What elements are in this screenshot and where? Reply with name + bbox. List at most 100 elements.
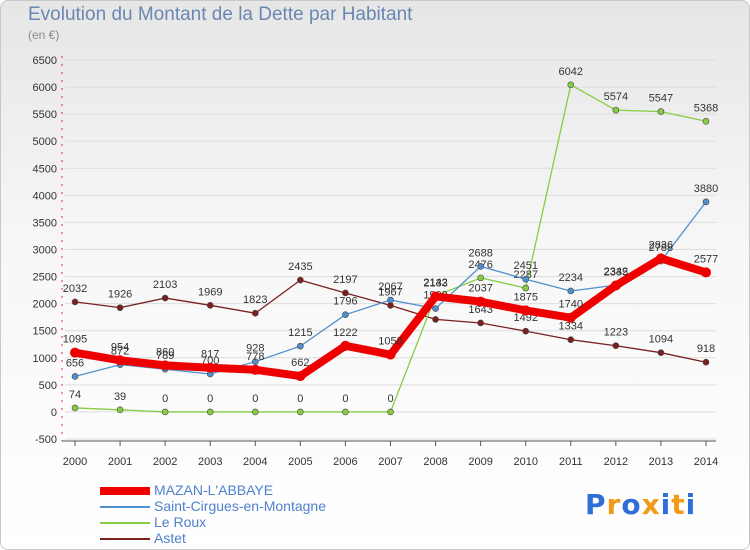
y-tick-label: -500 — [35, 434, 57, 446]
data-point — [206, 302, 214, 309]
data-point — [612, 342, 620, 350]
y-tick-label: 3500 — [33, 217, 57, 229]
data-point — [432, 305, 439, 312]
data-point — [71, 298, 79, 306]
data-point — [387, 302, 394, 309]
data-point — [297, 408, 304, 416]
data-point — [297, 342, 304, 350]
data-point — [295, 371, 306, 382]
data-point — [387, 296, 394, 304]
y-tick-label: 4000 — [33, 190, 57, 202]
data-label: 2836 — [649, 239, 673, 251]
data-label: 2234 — [559, 272, 583, 284]
legend-swatch-mazan — [100, 487, 150, 495]
legend-label-le-roux: Le Roux — [154, 514, 207, 530]
data-point — [250, 364, 261, 375]
data-label: 2342 — [604, 266, 628, 278]
x-tick-label: 2004 — [243, 456, 267, 468]
x-tick-label: 2002 — [153, 456, 177, 468]
x-tick-label: 2013 — [649, 456, 673, 468]
x-tick-label: 2009 — [468, 456, 492, 468]
data-label: 39 — [114, 391, 126, 403]
data-label: 860 — [156, 346, 174, 358]
data-point — [340, 340, 351, 351]
data-label: 5368 — [694, 102, 718, 114]
data-point — [71, 404, 79, 412]
data-point — [71, 373, 79, 380]
y-tick-label: 0 — [51, 407, 57, 419]
data-point — [702, 198, 710, 206]
data-label: 2067 — [378, 281, 402, 293]
legend-swatch-le-roux — [100, 522, 150, 524]
series-mazan-l-abbaye: 1095 954 860 817 778 662 1222 1058 2133 2037 1875 1… — [63, 239, 718, 382]
data-label: 817 — [201, 349, 219, 361]
logo-letter: x — [641, 488, 661, 521]
data-point — [160, 360, 171, 371]
x-tick-label: 2005 — [288, 456, 312, 468]
data-point — [251, 358, 259, 365]
data-label: 1223 — [604, 327, 628, 339]
data-label: 1215 — [288, 327, 312, 339]
y-tick-label: 5500 — [33, 109, 57, 121]
data-label: 0 — [342, 393, 348, 405]
data-point — [567, 336, 575, 344]
data-point — [567, 81, 575, 89]
data-label: 1094 — [649, 334, 673, 346]
data-point — [161, 408, 169, 416]
data-label: 1334 — [559, 321, 583, 333]
data-label: 1967 — [378, 286, 402, 298]
data-label: 1969 — [198, 286, 222, 298]
data-point — [115, 355, 126, 366]
data-point — [612, 106, 620, 114]
data-point — [161, 294, 169, 302]
data-point — [702, 358, 710, 366]
x-tick-label: 2008 — [423, 456, 447, 468]
legend-swatch-astet — [100, 538, 150, 540]
data-point — [432, 316, 439, 323]
logo-letter: i — [660, 488, 672, 521]
logo-letter: t — [671, 488, 686, 521]
x-tick-label: 2000 — [63, 456, 87, 468]
data-label: 1926 — [108, 289, 132, 301]
data-label: 2142 — [423, 277, 447, 289]
data-label: 74 — [69, 389, 81, 401]
data-label: 5574 — [604, 91, 628, 103]
data-label: 2335 — [604, 267, 628, 279]
data-point — [522, 275, 530, 283]
data-label: 6042 — [559, 66, 583, 78]
x-tick-label: 2011 — [559, 456, 583, 468]
data-point — [610, 280, 621, 291]
x-tick-label: 2007 — [378, 456, 402, 468]
data-point — [251, 408, 259, 416]
data-label: 1740 — [559, 299, 583, 311]
data-point — [116, 406, 124, 414]
data-label: 5547 — [649, 93, 673, 105]
logo-letter: r — [606, 488, 622, 521]
data-label: 2435 — [288, 261, 312, 273]
proxiti-logo: Proxiti — [585, 488, 696, 521]
x-tick-label: 2006 — [333, 456, 357, 468]
series-astet: 2032 192621031969182324352197196716431492… — [63, 261, 715, 366]
data-label: 872 — [111, 346, 129, 358]
legend-label-mazan: MAZAN-L'ABBAYE — [154, 482, 274, 498]
data-point — [655, 253, 666, 264]
y-tick-label: 3000 — [33, 245, 57, 257]
data-point — [342, 289, 349, 297]
data-label: 1643 — [468, 304, 492, 316]
data-label: 0 — [207, 393, 213, 405]
data-label: 2103 — [153, 279, 177, 291]
data-point — [701, 267, 711, 278]
data-point — [657, 349, 665, 356]
logo-letter: o — [621, 488, 642, 521]
data-point — [522, 284, 530, 292]
data-point — [702, 117, 710, 125]
data-point — [342, 311, 349, 318]
series-le-roux: 74390000002142247622876042557455475368 — [69, 66, 718, 416]
logo-letter: i — [685, 488, 697, 521]
data-label: 1058 — [378, 336, 402, 348]
x-tick-label: 2003 — [198, 456, 222, 468]
data-point — [565, 312, 576, 323]
data-point — [206, 408, 214, 416]
data-point — [475, 296, 486, 307]
